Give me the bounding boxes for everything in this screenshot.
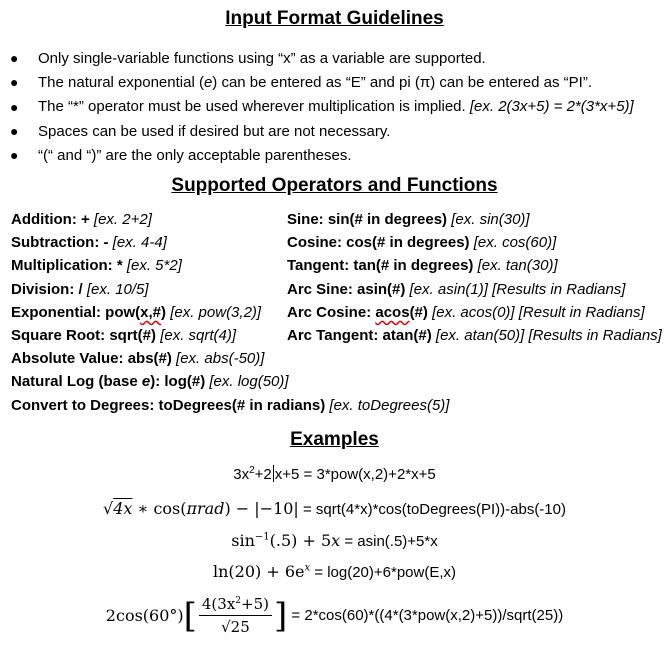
bullet-example: [ex. 2(3x+5) = 2*(3*x+5)] — [469, 98, 634, 116]
text-cursor — [272, 465, 274, 482]
bullet-text: Spaces can be used if desired but are no… — [38, 122, 391, 140]
bullet-text: ) can be entered as “E” and pi (π) can b… — [212, 73, 592, 91]
operator-row: Convert to Degrees: toDegrees(# in radia… — [11, 396, 450, 414]
list-item: ● “(“ and “)” are the only acceptable par… — [10, 143, 660, 167]
operator-row: Exponential: pow(x,#) [ex. pow(3,2)] — [11, 303, 262, 321]
list-item: ● Spaces can be used if desired but are n… — [10, 119, 660, 143]
bullet-icon: ● — [10, 147, 19, 164]
guidelines-list: ● Only single-variable functions using “x… — [10, 46, 660, 167]
bullet-text: The “*” operator must be used wherever m… — [38, 98, 470, 116]
operator-row: Multiplication: * [ex. 5*2] — [11, 257, 182, 275]
operators-heading: Supported Operators and Functions — [171, 175, 498, 196]
operator-row: Tangent: tan(# in degrees) [ex. tan(30)] — [287, 257, 558, 275]
operator-row: Arc Cosine: acos(#) [ex. acos(0)] [Resul… — [287, 303, 645, 321]
operator-row: Natural Log (base e): log(#) [ex. log(50… — [11, 373, 289, 391]
operator-row: Addition: + [ex. 2+2] — [11, 211, 152, 228]
operator-row: Cosine: cos(# in degrees) [ex. cos(60)] — [287, 234, 557, 252]
operator-row: Sine: sin(# in degrees) [ex. sin(30)] — [287, 211, 530, 228]
example-2: √4x ∗ cos(πrad) − |−10| = sqrt(4*x)*cos(… — [103, 499, 566, 518]
bullet-icon: ● — [10, 50, 19, 67]
operators-left-column: Addition: + [ex. 2+2] Subtraction: - [ex… — [11, 211, 449, 420]
examples-heading: Examples — [290, 429, 379, 450]
bullet-text: “(“ and “)” are the only acceptable pare… — [38, 146, 352, 164]
operator-row: Absolute Value: abs(#) [ex. abs(-50)] — [11, 350, 265, 368]
example-4: ln(20) + 6ex = log(20)+6*pow(E,x) — [212, 562, 457, 581]
list-item: ● Only single-variable functions using “x… — [10, 46, 660, 70]
bullet-icon: ● — [10, 74, 19, 91]
example-5: 2cos(60°)[4(3x2+5) √25] = 2*cos(60)*((4*(… — [105, 595, 564, 636]
list-item: ● The natural exponential (e) can be ente… — [10, 70, 660, 94]
bullet-text: Only single-variable functions using “x”… — [38, 49, 486, 67]
list-item: ● The “*” operator must be used wherever … — [10, 95, 660, 119]
operator-row: Subtraction: - [ex. 4-4] — [11, 234, 167, 252]
bullet-icon: ● — [10, 123, 19, 140]
bullet-text: The natural exponential ( — [38, 73, 204, 91]
operator-row: Arc Sine: asin(#) [ex. asin(1)] [Results… — [287, 280, 626, 298]
operator-row: Square Root: sqrt(#) [ex. sqrt(4)] — [11, 326, 237, 344]
page-title: Input Format Guidelines — [225, 8, 444, 29]
operator-row: Arc Tangent: atan(#) [ex. atan(50)] [Res… — [287, 326, 662, 344]
bullet-italic-e: e — [203, 73, 213, 91]
operator-row: Division: / [ex. 10/5] — [11, 280, 149, 298]
bullet-icon: ● — [10, 98, 19, 115]
example-1: 3x2+2 x+5 = 3*pow(x,2)+2*x+5 — [233, 465, 436, 483]
example-3: sin−1(.5) + 5x = asin(.5)+5*x — [231, 531, 438, 550]
operators-right-column: Sine: sin(# in degrees) [ex. sin(30)] Co… — [287, 211, 662, 350]
